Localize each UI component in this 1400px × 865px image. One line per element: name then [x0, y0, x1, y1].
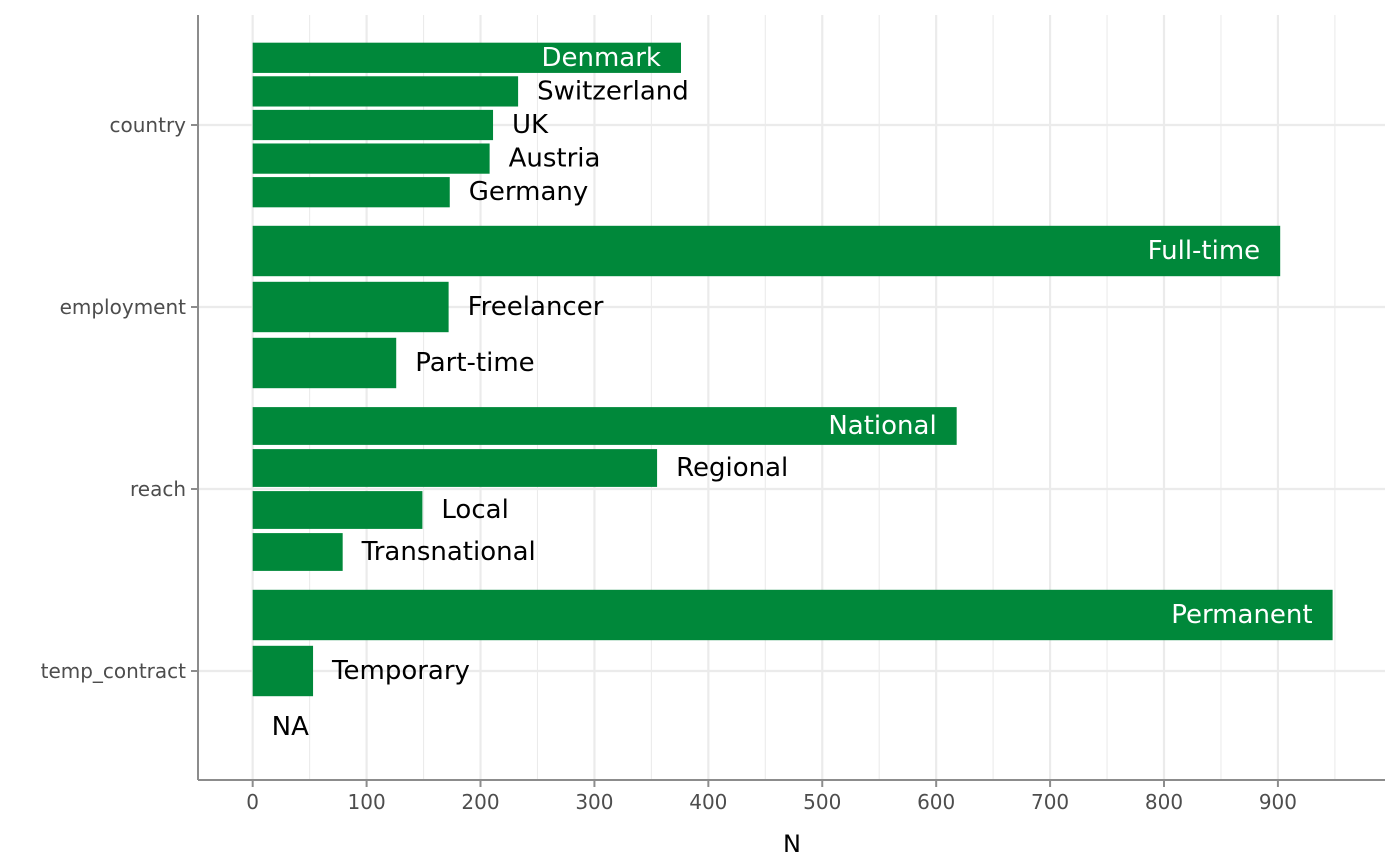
- bar-label: National: [828, 411, 936, 441]
- x-tick-label: 500: [803, 790, 841, 814]
- x-tick-label: 300: [575, 790, 613, 814]
- bar: [252, 42, 682, 73]
- x-tick-label: 600: [917, 790, 955, 814]
- bar-label: Local: [441, 495, 508, 525]
- bar-label: Switzerland: [537, 76, 689, 106]
- bar-label: UK: [512, 110, 549, 140]
- x-tick-label: 700: [1031, 790, 1069, 814]
- bar: [252, 143, 490, 174]
- bar: [252, 645, 314, 697]
- y-tick-label: temp_contract: [41, 659, 187, 683]
- x-tick-label: 100: [348, 790, 386, 814]
- bar-label: Germany: [469, 177, 589, 207]
- x-tick-label: 0: [246, 790, 259, 814]
- x-tick-label: 200: [461, 790, 499, 814]
- bar-label: Denmark: [541, 43, 661, 73]
- axis-layer: 0 100 200 300 400 500 600 700 800 900 country emplo…: [41, 15, 1385, 814]
- y-tick-label: country: [110, 113, 187, 137]
- bar: [252, 589, 1333, 641]
- bar: [252, 407, 957, 445]
- bar-label: NA: [272, 712, 309, 742]
- bar-label: Full-time: [1148, 236, 1261, 266]
- bar: [252, 491, 423, 529]
- bar: [252, 337, 397, 389]
- y-tick-label: reach: [130, 477, 186, 501]
- bar-label: Freelancer: [468, 292, 604, 322]
- bar-label: Temporary: [331, 656, 470, 686]
- grid-layer: [198, 15, 1385, 780]
- y-tick-label: employment: [60, 295, 187, 319]
- bar: [252, 533, 343, 571]
- x-tick-label: 400: [689, 790, 727, 814]
- bar-label: Part-time: [415, 348, 534, 378]
- x-tick-label: 800: [1145, 790, 1183, 814]
- bar: [252, 177, 450, 208]
- bar-label: Transnational: [361, 537, 536, 567]
- bar-label: Regional: [676, 453, 788, 483]
- bar: [252, 225, 1281, 277]
- bar: [252, 449, 658, 487]
- bar: [252, 76, 519, 107]
- bar: [252, 109, 494, 141]
- bar: [252, 281, 449, 333]
- bar-label: Permanent: [1171, 600, 1312, 630]
- bar-layer: [252, 42, 1333, 697]
- x-axis-title: N: [783, 830, 801, 858]
- bar-label: Austria: [509, 144, 601, 174]
- x-tick-label: 900: [1259, 790, 1297, 814]
